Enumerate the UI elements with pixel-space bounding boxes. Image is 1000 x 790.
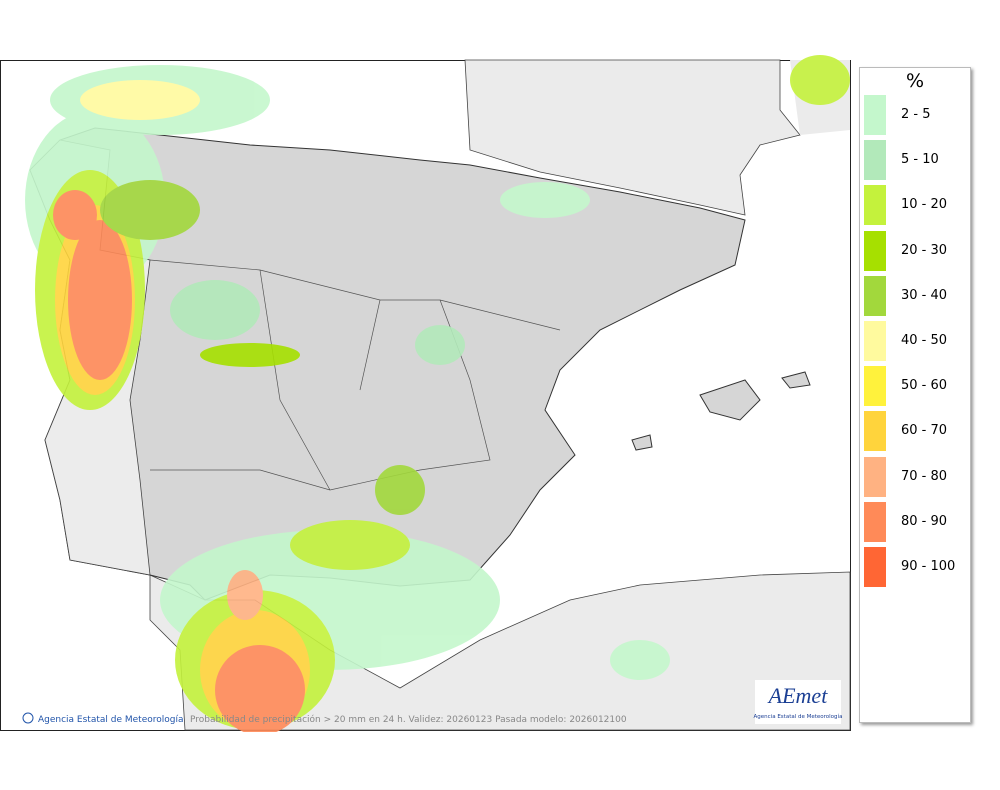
map-caption: Probabilidad de precipitación > 20 mm en… [190, 714, 627, 725]
legend-swatch [864, 230, 886, 271]
legend-title: % [905, 70, 925, 92]
legend-label: 40 - 50 [901, 333, 948, 348]
precipitation-areas [25, 55, 850, 732]
legend-swatch [864, 501, 886, 542]
land [29, 59, 851, 731]
legend-label: 70 - 80 [901, 468, 948, 484]
legend: % 2 - 5 5 - 10 10 - 20 20 - 30 30 - 40 40 - 5… [859, 67, 971, 723]
agency-credit: Agencia Estatal de Meteorología [38, 715, 184, 725]
legend-swatch [864, 95, 886, 135]
logo-subtitle: Agencia Estatal de Meteorología [754, 713, 843, 720]
legend-swatch [864, 140, 886, 181]
legend-swatch [864, 321, 886, 361]
legend-swatch [864, 366, 886, 407]
legend-label: 90 - 100 [901, 559, 956, 574]
legend-swatch [864, 547, 886, 587]
logo-box [755, 680, 841, 724]
logo: AEmet [767, 683, 829, 708]
legend-label: 5 - 10 [901, 152, 939, 168]
legend-label: 10 - 20 [901, 197, 948, 213]
legend-label: 50 - 60 [901, 378, 948, 394]
map: Agencia Estatal de Meteorología Probabil… [0, 55, 851, 732]
legend-swatch [864, 185, 886, 226]
legend-label: 30 - 40 [901, 287, 948, 303]
legend-swatch [864, 411, 886, 452]
copyright-icon [22, 712, 34, 724]
legend-label: 20 - 30 [901, 242, 948, 258]
legend-label: 80 - 90 [901, 513, 948, 529]
legend-label: 2 - 5 [901, 107, 931, 122]
legend-swatch [864, 456, 886, 497]
legend-label: 60 - 70 [901, 423, 948, 439]
legend-swatch [864, 275, 886, 316]
